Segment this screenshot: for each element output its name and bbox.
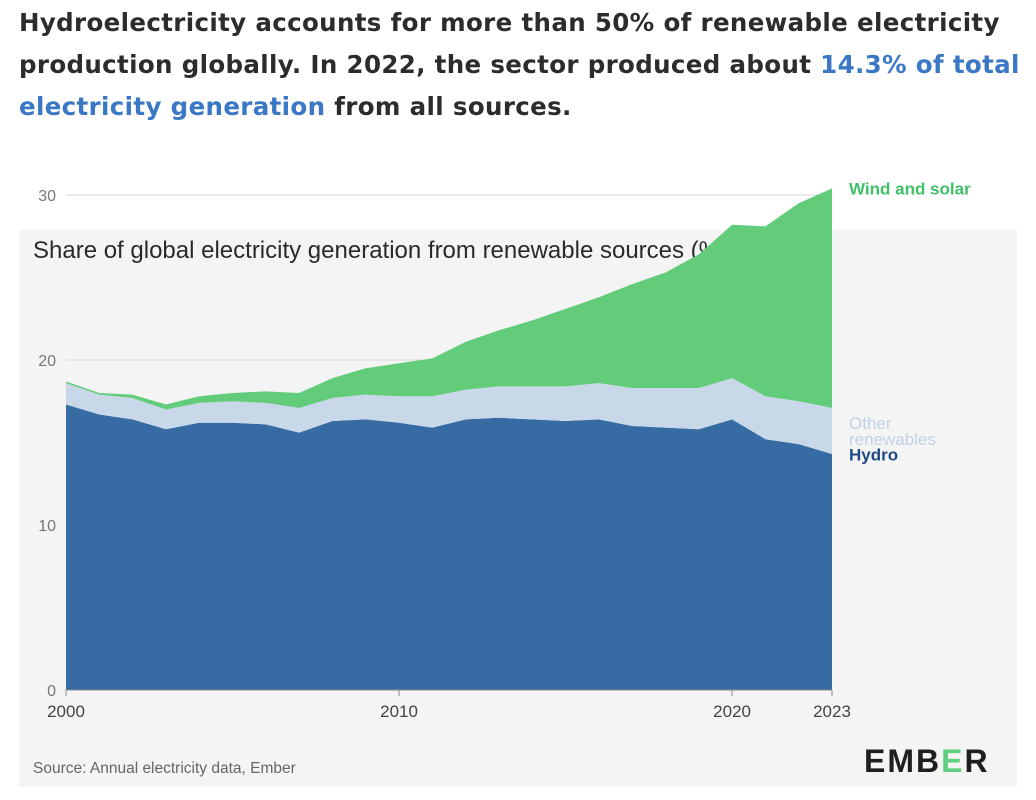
logo-text-right: R bbox=[964, 743, 990, 779]
y-tick-label: 10 bbox=[38, 518, 56, 535]
area-wind-and-solar bbox=[66, 188, 832, 410]
logo-text-mid: E bbox=[941, 743, 965, 779]
total-generation-link[interactable]: 14.3% of total electricity generation bbox=[19, 50, 1020, 121]
series-label: Other bbox=[849, 414, 892, 433]
series-label: renewables bbox=[849, 430, 936, 449]
area-hydro bbox=[66, 404, 832, 690]
y-tick-label: 0 bbox=[47, 683, 56, 700]
series-label: Wind and solar bbox=[849, 179, 971, 198]
intro-text-after: from all sources. bbox=[325, 92, 572, 121]
x-tick-label: 2000 bbox=[47, 702, 85, 721]
series-label: Hydro bbox=[849, 446, 898, 465]
intro-text-before: Hydroelectricity accounts for more than … bbox=[19, 8, 1000, 79]
y-tick-label: 20 bbox=[38, 353, 56, 370]
area-other-renewables bbox=[66, 378, 832, 455]
x-tick-label: 2010 bbox=[380, 702, 418, 721]
chart-title: Share of global electricity generation f… bbox=[33, 237, 729, 264]
logo-text-left: EMB bbox=[864, 743, 942, 779]
y-tick-label: 30 bbox=[38, 188, 56, 205]
x-tick-label: 2020 bbox=[713, 702, 751, 721]
x-tick-label: 2023 bbox=[813, 702, 851, 721]
axis-ticks: 0 10 20 30 2000 2010 2020 2023 bbox=[38, 188, 851, 721]
area-series bbox=[66, 188, 832, 690]
source-note: Source: Annual electricity data, Ember bbox=[33, 760, 296, 777]
ember-logo: EMBER bbox=[864, 743, 990, 780]
intro-paragraph: Hydroelectricity accounts for more than … bbox=[19, 2, 1024, 128]
